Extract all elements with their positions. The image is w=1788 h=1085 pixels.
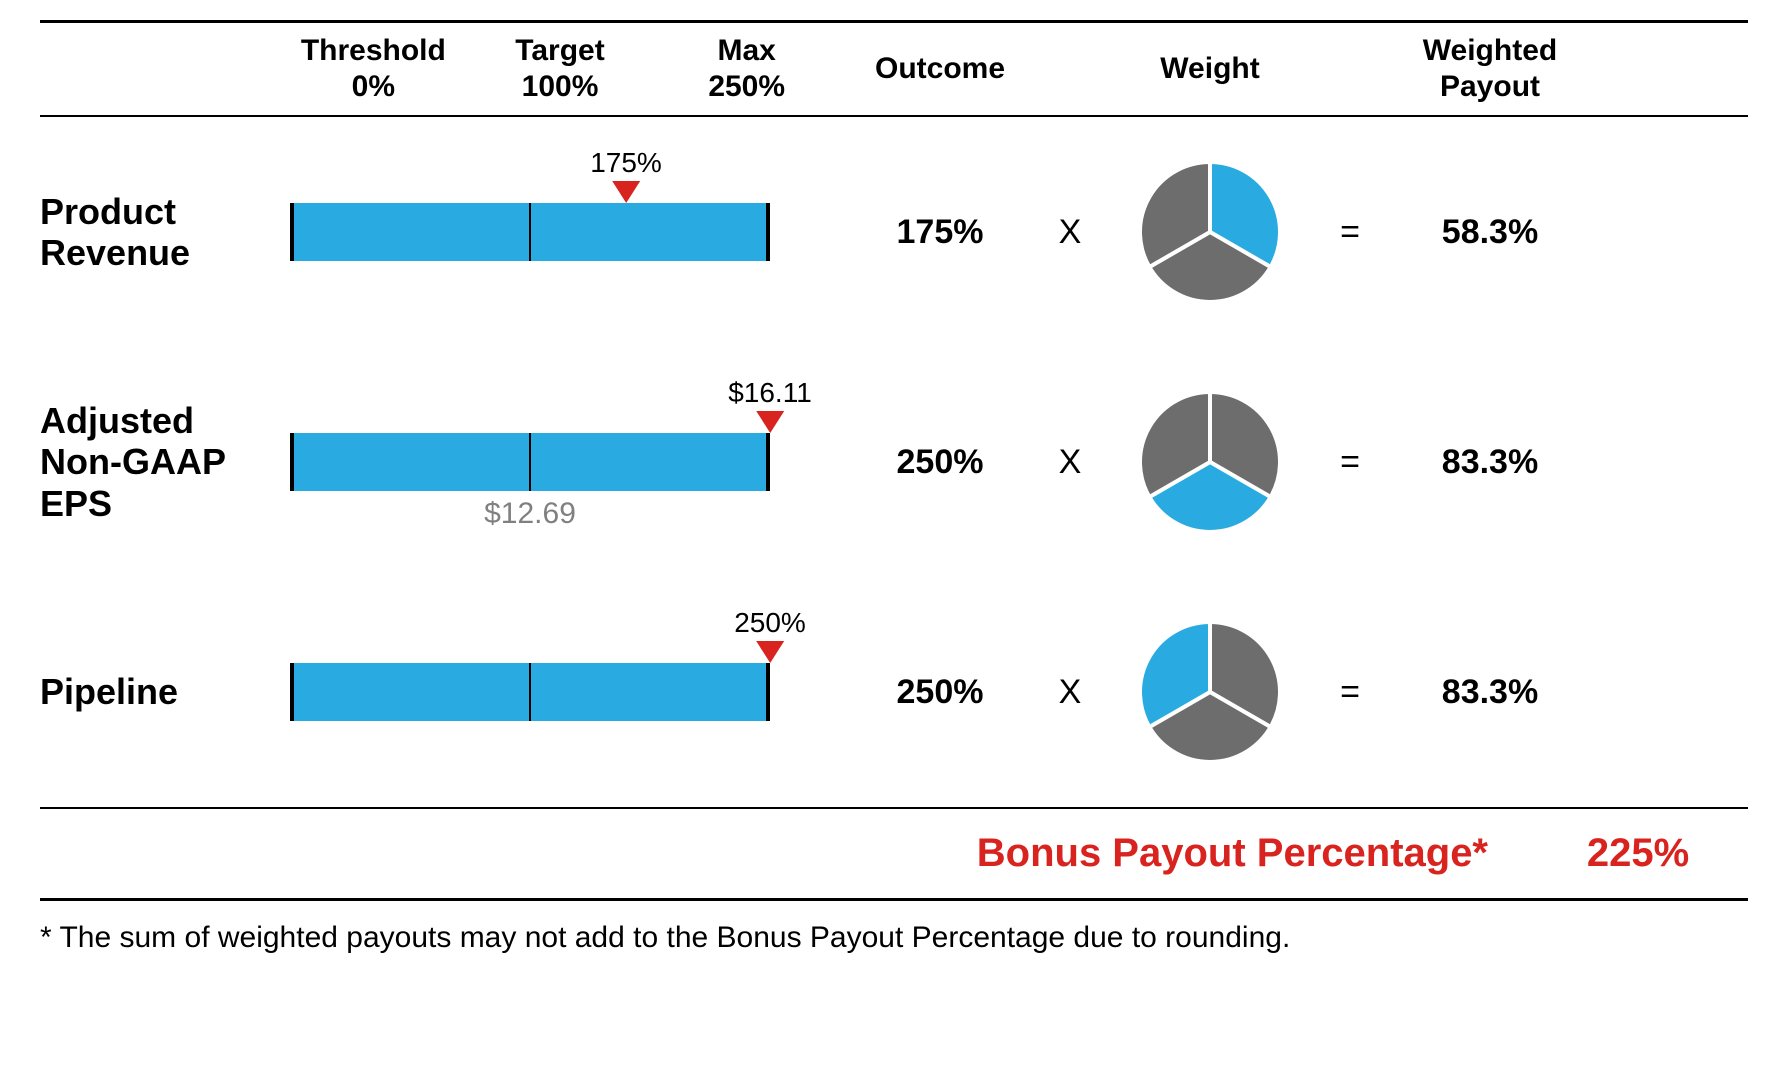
header-weighted: Weighted Payout bbox=[1380, 33, 1600, 105]
bonus-row: Bonus Payout Percentage* 225% bbox=[40, 807, 1748, 901]
gauge-below-label: $12.69 bbox=[484, 497, 576, 531]
multiply-symbol: X bbox=[1040, 443, 1100, 482]
outcome-value: 250% bbox=[840, 443, 1040, 482]
header-weighted-l1: Weighted bbox=[1380, 33, 1600, 69]
weighted-payout-value: 83.3% bbox=[1380, 673, 1600, 712]
equals-symbol: = bbox=[1320, 213, 1380, 252]
gauge-marker: 175% bbox=[590, 147, 662, 203]
header-target-l2: 100% bbox=[467, 69, 654, 105]
pie-icon bbox=[1135, 617, 1285, 767]
gauge-target-tick bbox=[529, 663, 531, 721]
pie-icon bbox=[1135, 387, 1285, 537]
payout-table: Threshold 0% Target 100% Max 250% Outcom… bbox=[40, 20, 1748, 975]
gauge: $16.11$12.69 bbox=[290, 433, 770, 491]
weight-pie bbox=[1100, 387, 1320, 537]
weight-pie bbox=[1100, 617, 1320, 767]
outcome-value: 250% bbox=[840, 673, 1040, 712]
marker-label: 250% bbox=[734, 607, 806, 639]
gauge-cell: $16.11 $12.69 bbox=[280, 377, 840, 547]
equals-symbol: = bbox=[1320, 443, 1380, 482]
header-threshold: Threshold 0% bbox=[280, 33, 467, 105]
gauge-headers: Threshold 0% Target 100% Max 250% bbox=[280, 33, 840, 105]
rows-container: ProductRevenue175%175%X=58.3%AdjustedNon… bbox=[40, 117, 1748, 807]
header-outcome: Outcome bbox=[840, 51, 1040, 87]
outcome-value: 175% bbox=[840, 213, 1040, 252]
multiply-symbol: X bbox=[1040, 213, 1100, 252]
pie-icon bbox=[1135, 157, 1285, 307]
equals-symbol: = bbox=[1320, 673, 1380, 712]
header-max: Max 250% bbox=[653, 33, 840, 105]
gauge-target-tick bbox=[529, 433, 531, 491]
metric-label: AdjustedNon-GAAPEPS bbox=[40, 400, 280, 524]
metric-row: ProductRevenue175%175%X=58.3% bbox=[40, 117, 1748, 347]
metric-label: Pipeline bbox=[40, 671, 280, 712]
marker-triangle-icon bbox=[612, 181, 640, 203]
multiply-symbol: X bbox=[1040, 673, 1100, 712]
header-weighted-l2: Payout bbox=[1380, 69, 1600, 105]
gauge-bar bbox=[290, 203, 770, 261]
weighted-payout-value: 83.3% bbox=[1380, 443, 1600, 482]
gauge-marker: $16.11 bbox=[728, 377, 812, 433]
gauge-bar bbox=[290, 663, 770, 721]
header-threshold-l1: Threshold bbox=[280, 33, 467, 69]
marker-triangle-icon bbox=[756, 411, 784, 433]
header-target: Target 100% bbox=[467, 33, 654, 105]
header-max-l2: 250% bbox=[653, 69, 840, 105]
gauge-cell: 175% bbox=[280, 147, 840, 317]
weight-pie bbox=[1100, 157, 1320, 307]
bonus-label: Bonus Payout Percentage* bbox=[40, 831, 1528, 876]
header-target-l1: Target bbox=[467, 33, 654, 69]
marker-triangle-icon bbox=[756, 641, 784, 663]
header-row: Threshold 0% Target 100% Max 250% Outcom… bbox=[40, 20, 1748, 117]
gauge-target-tick bbox=[529, 203, 531, 261]
gauge: 175% bbox=[290, 203, 770, 261]
bonus-value: 225% bbox=[1528, 831, 1748, 876]
metric-label: ProductRevenue bbox=[40, 191, 280, 274]
header-threshold-l2: 0% bbox=[280, 69, 467, 105]
gauge-bar bbox=[290, 433, 770, 491]
gauge-cell: 250% bbox=[280, 607, 840, 777]
header-weight: Weight bbox=[1100, 51, 1320, 87]
gauge: 250% bbox=[290, 663, 770, 721]
footnote: * The sum of weighted payouts may not ad… bbox=[40, 901, 1748, 975]
weighted-payout-value: 58.3% bbox=[1380, 213, 1600, 252]
header-max-l1: Max bbox=[653, 33, 840, 69]
marker-label: $16.11 bbox=[728, 377, 812, 409]
metric-row: Pipeline250%250%X=83.3% bbox=[40, 577, 1748, 807]
gauge-marker: 250% bbox=[734, 607, 806, 663]
marker-label: 175% bbox=[590, 147, 662, 179]
metric-row: AdjustedNon-GAAPEPS $16.11 $12.69 250%X =83.… bbox=[40, 347, 1748, 577]
